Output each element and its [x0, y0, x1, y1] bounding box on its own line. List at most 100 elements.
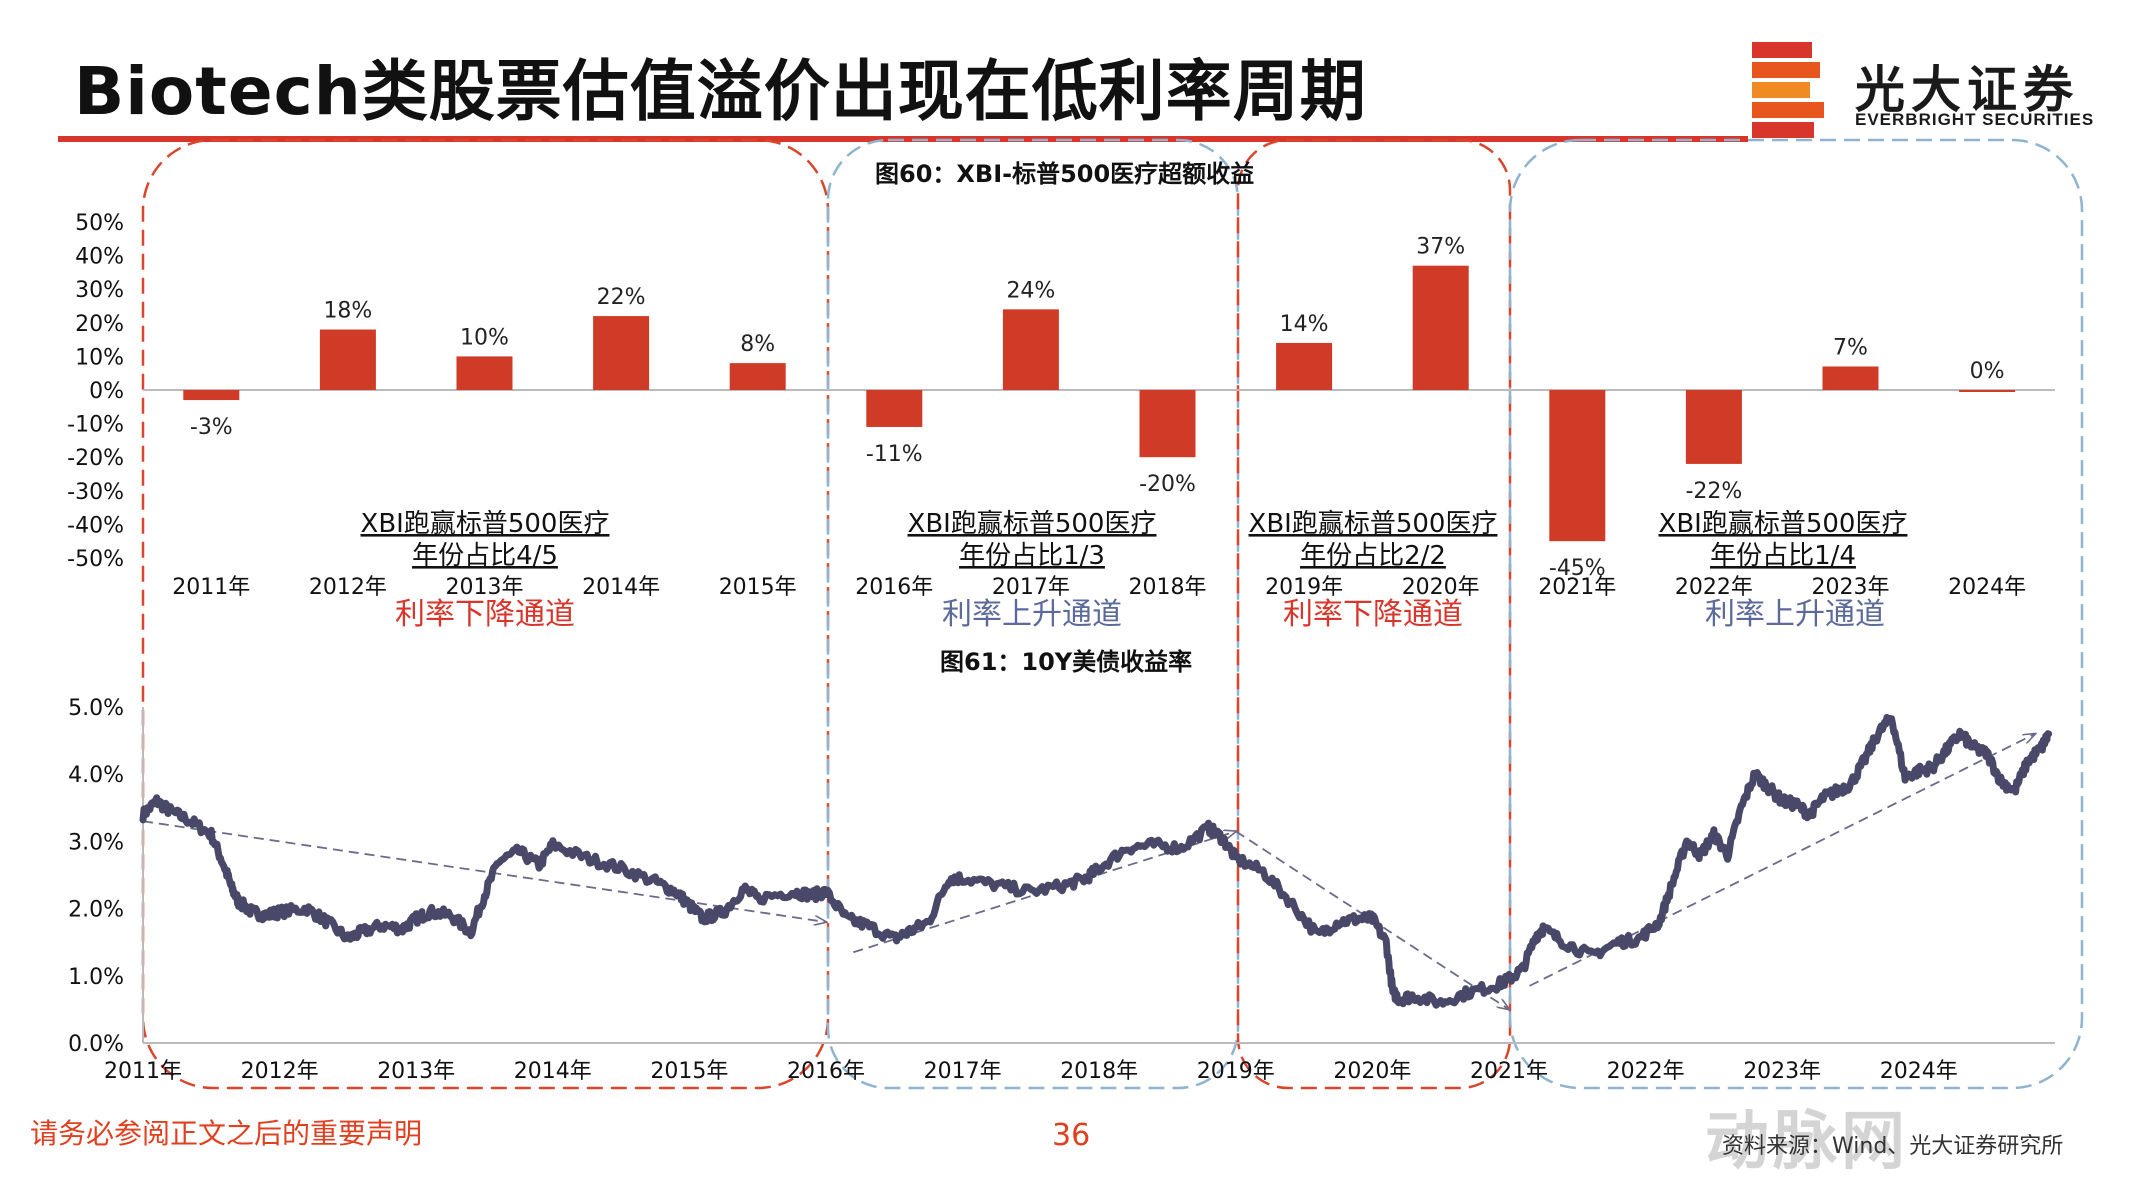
line-y-tick: 5.0%	[68, 696, 124, 721]
line-x-tick: 2022年	[1607, 1059, 1685, 1084]
bar-2024年	[1959, 390, 2016, 392]
bar-x-tick: 2020年	[1402, 575, 1480, 600]
line-y-tick: 4.0%	[68, 763, 124, 788]
regime-channel-4: 利率上升通道	[1705, 597, 1885, 632]
bar-y-axis: 50% 40% 30% 20% 10% 0% -10% -20% -30% -40% -50%	[67, 211, 124, 572]
regime-annotation-3: XBI跑赢标普500医疗 年份占比2/2 利率下降通道	[1249, 509, 1498, 632]
bar-value-label: 14%	[1280, 312, 1329, 337]
bar-x-tick: 2024年	[1948, 575, 2026, 600]
regime-channel-2: 利率上升通道	[942, 597, 1122, 632]
bar-value-label: 8%	[740, 332, 775, 357]
bar-x-tick: 2013年	[446, 575, 524, 600]
regime-label-1: XBI跑赢标普500医疗	[361, 509, 610, 539]
bar-y-tick: -50%	[67, 547, 124, 572]
logo-chinese: 光大证券	[1855, 61, 2079, 119]
line-y-tick: 2.0%	[68, 898, 124, 923]
bar-y-tick: 20%	[75, 312, 124, 337]
bar-2016年	[866, 390, 923, 427]
bar-value-label: -11%	[866, 442, 923, 467]
line-x-tick: 2021年	[1470, 1059, 1548, 1084]
line-x-tick: 2014年	[514, 1059, 592, 1084]
bar-2023年	[1822, 366, 1879, 390]
bar-value-label: -3%	[190, 415, 233, 440]
yield-line	[139, 714, 2053, 1009]
bar-2019年	[1276, 342, 1333, 390]
bar-value-label: 22%	[597, 285, 646, 310]
bar-x-tick: 2017年	[992, 575, 1070, 600]
bar-x-tick: 2018年	[1129, 575, 1207, 600]
bar-y-tick: 40%	[75, 245, 124, 270]
bar-x-tick: 2023年	[1812, 575, 1890, 600]
page-title: Biotech类股票估值溢价出现在低利率周期	[74, 53, 1367, 130]
line-x-tick: 2016年	[787, 1059, 865, 1084]
bar-y-tick: 30%	[75, 278, 124, 303]
regime-boxes	[141, 138, 2084, 1090]
bar-series: -3% 18% 10% 22% 8% -11% 24% -20% 14% 37% -45% -22% 7…	[183, 235, 2016, 581]
bar-value-label: 37%	[1416, 235, 1465, 260]
bar-y-tick: -10%	[67, 413, 124, 438]
regime-annotation-1: XBI跑赢标普500医疗 年份占比4/5 利率下降通道	[361, 509, 610, 632]
bar-2017年	[1002, 309, 1059, 390]
line-x-tick: 2023年	[1743, 1059, 1821, 1084]
bar-x-tick: 2014年	[582, 575, 660, 600]
regime-share-1: 年份占比4/5	[412, 541, 558, 571]
bar-value-label: -20%	[1139, 472, 1196, 497]
bar-value-label: -22%	[1685, 479, 1742, 504]
line-x-tick: 2012年	[241, 1059, 319, 1084]
bar-x-tick: 2011年	[172, 575, 250, 600]
bar-x-tick: 2015年	[719, 575, 797, 600]
bar-2015年	[729, 363, 786, 390]
bar-value-label: 10%	[460, 325, 509, 350]
regime-annotation-4: XBI跑赢标普500医疗 年份占比1/4 利率上升通道	[1659, 509, 1908, 632]
bar-y-tick: 0%	[89, 379, 124, 404]
source-note: 资料来源：Wind、光大证券研究所	[1722, 1134, 2064, 1159]
line-y-tick: 3.0%	[68, 830, 124, 855]
bar-y-tick: 50%	[75, 211, 124, 236]
regime-channel-1: 利率下降通道	[395, 597, 575, 632]
page-number: 36	[1052, 1118, 1091, 1153]
regime-label-2: XBI跑赢标普500医疗	[908, 509, 1157, 539]
line-x-tick: 2019年	[1197, 1059, 1275, 1084]
regime-share-3: 年份占比2/2	[1300, 541, 1446, 571]
line-y-axis: 5.0% 4.0% 3.0% 2.0% 1.0% 0.0%	[68, 696, 124, 1057]
watermark: 动脉网	[1705, 1105, 1909, 1179]
regime-share-2: 年份占比1/3	[959, 541, 1105, 571]
bar-2020年	[1412, 265, 1469, 390]
bar-chart-title: 图60：XBI-标普500医疗超额收益	[875, 160, 1254, 188]
bar-y-tick: -20%	[67, 446, 124, 471]
logo-english: EVERBRIGHT SECURITIES	[1855, 110, 2095, 129]
bar-2021年	[1549, 390, 1606, 542]
trend-arrow-4	[1529, 734, 2034, 987]
bar-x-tick: 2019年	[1265, 575, 1343, 600]
bar-2014年	[593, 316, 650, 390]
trend-arrow-1	[142, 820, 826, 922]
bar-value-label: 0%	[1970, 359, 2005, 384]
disclaimer-note: 请务必参阅正文之后的重要声明	[30, 1117, 423, 1150]
bar-2018年	[1139, 390, 1196, 458]
bar-2013年	[456, 356, 513, 390]
regime-annotation-2: XBI跑赢标普500医疗 年份占比1/3 利率上升通道	[908, 509, 1157, 632]
line-chart-title: 图61：10Y美债收益率	[940, 648, 1192, 676]
bar-y-tick: -40%	[67, 513, 124, 538]
regime-label-3: XBI跑赢标普500医疗	[1249, 509, 1498, 539]
line-x-tick: 2013年	[377, 1059, 455, 1084]
regime-label-4: XBI跑赢标普500医疗	[1659, 509, 1908, 539]
line-x-tick: 2024年	[1880, 1059, 1958, 1084]
bar-x-tick: 2021年	[1538, 575, 1616, 600]
line-y-tick: 1.0%	[68, 965, 124, 990]
line-y-tick: 0.0%	[68, 1032, 124, 1057]
bar-value-label: 18%	[323, 299, 372, 324]
line-x-axis: 2011年 2012年 2013年 2014年 2015年 2016年 2017年 2018年…	[104, 1059, 1958, 1084]
line-x-tick: 2017年	[924, 1059, 1002, 1084]
bar-y-tick: -30%	[67, 480, 124, 505]
bar-y-tick: 10%	[75, 345, 124, 370]
everbright-logo-icon	[1752, 42, 1824, 138]
bar-x-tick: 2022年	[1675, 575, 1753, 600]
bar-value-label: 7%	[1833, 335, 1868, 360]
bar-x-tick: 2012年	[309, 575, 387, 600]
bar-2022年	[1685, 390, 1742, 464]
line-x-tick: 2020年	[1333, 1059, 1411, 1084]
bar-2011年	[183, 390, 240, 401]
line-x-tick: 2018年	[1060, 1059, 1138, 1084]
